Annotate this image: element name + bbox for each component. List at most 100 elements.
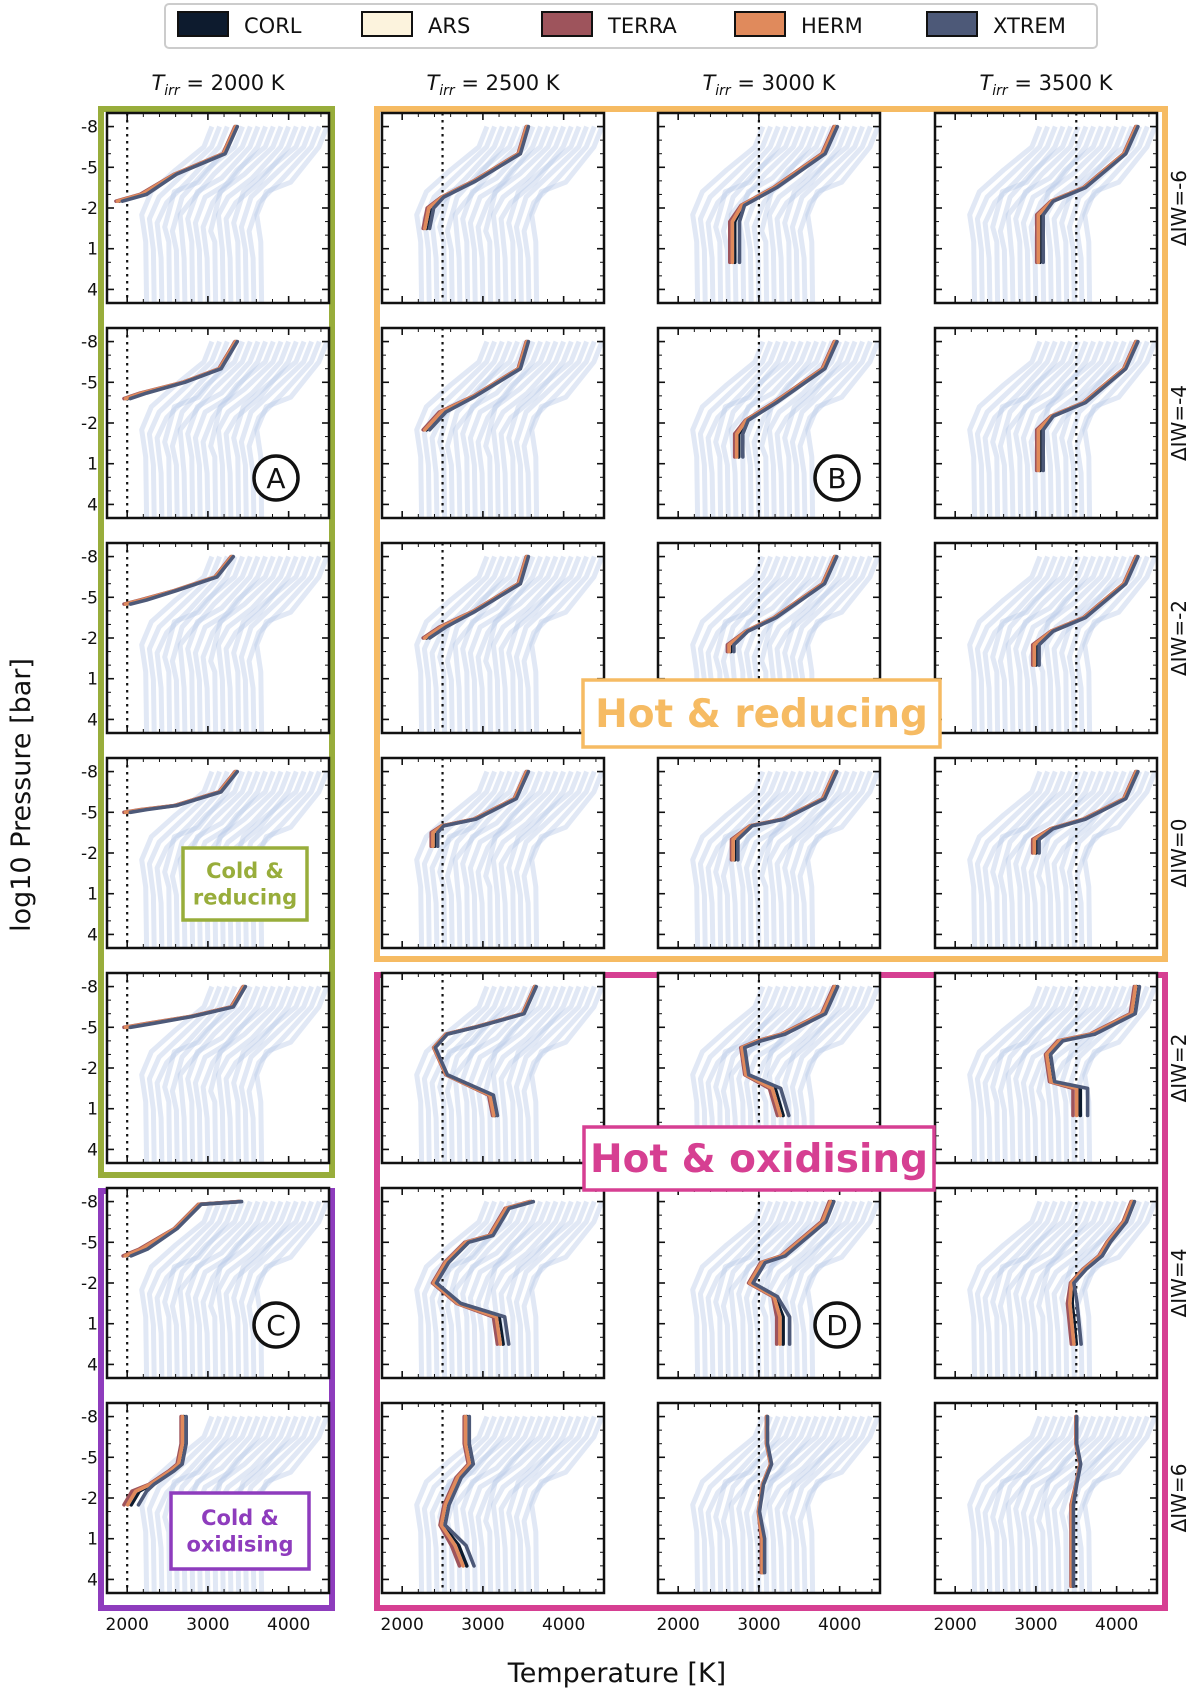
background-profile (1020, 555, 1096, 733)
y-tick-label: -8 (81, 333, 98, 353)
series-line-xtrem (737, 124, 840, 265)
background-profile (513, 555, 589, 733)
panel-background (107, 1188, 329, 1378)
background-profile (200, 985, 276, 1163)
background-profile (774, 985, 850, 1163)
background-profile (766, 985, 842, 1163)
series-line-xtrem (128, 984, 248, 1030)
background-profiles (967, 1415, 1157, 1593)
panel-ticks (107, 113, 329, 304)
background-profile (521, 1200, 597, 1378)
background-profile (720, 125, 796, 303)
background-profile (782, 125, 858, 303)
background-profile (529, 555, 604, 733)
panel-tirr3000-iw0 (656, 756, 882, 950)
panel-tirr3500-iw0 (933, 756, 1159, 950)
panel-background (382, 1188, 604, 1378)
background-profile (162, 770, 238, 948)
background-profile (766, 770, 842, 948)
background-profile (728, 770, 804, 948)
series-line-xtrem (435, 769, 531, 848)
background-profile (990, 1415, 1066, 1593)
background-profile (1074, 125, 1150, 303)
region-label-1: Cold &reducing (181, 846, 309, 922)
background-profile (521, 770, 597, 948)
row-label: ΔIW=2 (1167, 1034, 1191, 1103)
panel-ticks (382, 758, 604, 949)
background-profile (974, 770, 1050, 948)
background-profile (805, 340, 880, 518)
background-profile (437, 985, 513, 1163)
background-profile (1020, 985, 1096, 1163)
background-profile (797, 125, 873, 303)
background-profile (146, 770, 222, 948)
background-profile (982, 1200, 1058, 1378)
background-profile (444, 555, 520, 733)
background-profile (713, 770, 789, 948)
background-profile (521, 985, 597, 1163)
background-profile (414, 1415, 490, 1593)
background-profile (690, 1415, 766, 1593)
background-profile (177, 340, 253, 518)
series-line-herm (747, 1199, 833, 1346)
background-profile (728, 1415, 804, 1593)
series-lines (1030, 769, 1140, 855)
background-profile (1043, 1200, 1119, 1378)
background-profile (475, 770, 551, 948)
background-profile (460, 1200, 536, 1378)
y-tick-label: 4 (87, 1140, 98, 1160)
legend-swatch (541, 11, 593, 37)
background-profile (1066, 125, 1142, 303)
y-tick-label: -5 (81, 1018, 98, 1038)
background-profile (1020, 1415, 1096, 1593)
background-profile (414, 555, 490, 733)
y-tick-label: -5 (81, 1233, 98, 1253)
background-profile (169, 125, 245, 303)
background-profile (713, 1200, 789, 1378)
x-tick-label: 3000 (186, 1615, 229, 1635)
series-line-herm (439, 1414, 472, 1568)
background-profile (452, 125, 528, 303)
series-lines (728, 124, 840, 265)
panel-background (107, 973, 329, 1163)
background-profile (751, 985, 827, 1163)
background-profile (690, 770, 766, 948)
background-profile (1036, 770, 1112, 948)
panel-ticks (935, 328, 1157, 519)
background-profiles (414, 770, 604, 948)
background-profile (736, 985, 812, 1163)
series-lines (725, 554, 839, 654)
panel-tirr3500-iw4 (933, 1186, 1159, 1380)
panel-ticks (107, 328, 329, 519)
panel-tirr3000-iw4 (656, 1186, 882, 1380)
series-line-xtrem (1041, 124, 1140, 265)
y-tick-label: -5 (81, 803, 98, 823)
series-line-xtrem (1041, 339, 1140, 473)
y-tick-label: 1 (87, 1530, 98, 1550)
background-profile (452, 340, 528, 518)
legend-entry-herm: HERM (734, 11, 863, 38)
background-profile (421, 985, 497, 1163)
panel-ticks (382, 1403, 604, 1594)
legend-entry-xtrem: XTREM (926, 11, 1066, 38)
background-profile (690, 125, 766, 303)
series-line-xtrem (742, 984, 840, 1118)
background-profile (414, 125, 490, 303)
series-lines (438, 1414, 476, 1568)
background-profile (238, 985, 314, 1163)
background-profile (162, 1200, 238, 1378)
background-profile (782, 985, 858, 1163)
background-profile (529, 1200, 604, 1378)
background-profile (1051, 340, 1127, 518)
background-profile (223, 125, 299, 303)
background-profile (1005, 770, 1081, 948)
series-line-xtrem (434, 1199, 536, 1346)
region-label-text: Hot & oxidising (590, 1137, 928, 1182)
background-profile (982, 125, 1058, 303)
background-profile (1013, 1200, 1089, 1378)
background-profile (529, 1415, 604, 1593)
y-tick-label: -2 (81, 199, 98, 219)
background-profile (1013, 985, 1089, 1163)
background-profile (1020, 1200, 1096, 1378)
background-profile (1005, 340, 1081, 518)
